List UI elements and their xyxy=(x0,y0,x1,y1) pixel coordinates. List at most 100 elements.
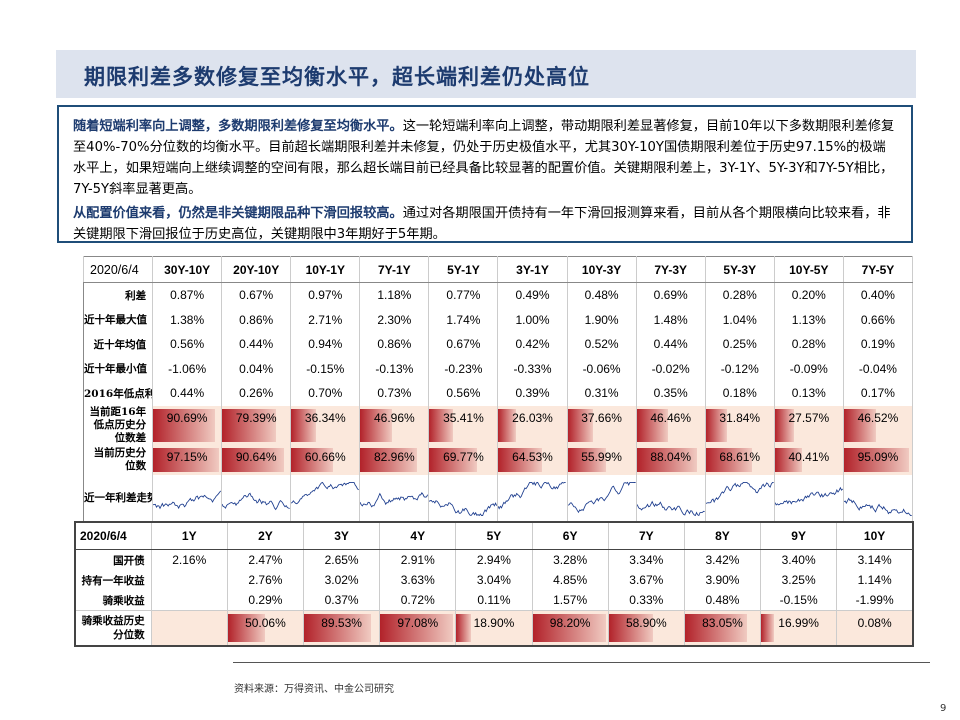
percentile-bar: 79.39% xyxy=(222,406,290,445)
percentile-bar: 37.66% xyxy=(568,406,635,445)
table-cell: 2.71% xyxy=(290,307,361,332)
table-cell: 2.76% xyxy=(226,570,304,590)
percentile-bar: 90.64% xyxy=(222,445,290,475)
percentile-cell: 46.52% xyxy=(842,405,914,445)
source-note: 资料来源：万得资讯、中金公司研究 xyxy=(234,684,394,695)
percentile-bar-fill xyxy=(685,614,748,642)
table-row: 利差 0.87% 0.67% 0.97% 1.18% 0.77% 0.49% 0.48% 0.6… xyxy=(83,282,914,308)
percentile-bar-fill xyxy=(153,447,220,472)
table-cell: 2.47% xyxy=(226,549,304,570)
table-cell: -0.06% xyxy=(566,356,637,381)
percentile-row: 当前距16年低点历史分位数差 90.69% 79.39% 36.34% 46.96% 35… xyxy=(83,405,914,445)
column-header: 7Y-1Y xyxy=(359,256,430,283)
percentile-value: 58.90% xyxy=(625,616,667,630)
page-number: 9 xyxy=(940,703,947,714)
percentile-cell: 88.04% xyxy=(635,444,706,475)
percentile-bar-fill xyxy=(429,447,477,472)
yield-table: 2020/6/4 1Y 2Y 3Y 4Y 5Y 6Y 7Y 8Y 9Y 10Y 国开债 2.16% 2.4… xyxy=(74,521,914,647)
percentile-value: 79.39% xyxy=(235,410,277,425)
percentile-value: 46.46% xyxy=(650,410,692,425)
table-cell: 0.94% xyxy=(290,332,361,357)
sparkline-chart xyxy=(360,491,428,507)
summary-p2-text: 通过对各期限国开债持有一年下滑回报测算来看，目前从各个期限横向比较来看，非关键期… xyxy=(73,206,891,242)
spread-table: 2020/6/4 30Y-10Y 20Y-10Y 10Y-1Y 7Y-1Y 5Y-1Y 3Y… xyxy=(82,256,914,522)
sparkline-chart xyxy=(844,497,912,516)
percentile-bar-fill xyxy=(360,408,393,442)
table-cell: 1.48% xyxy=(635,307,706,332)
percentile-bar: 95.09% xyxy=(844,445,911,475)
sparkline-line xyxy=(222,492,290,510)
sparkline-chart xyxy=(637,500,705,516)
percentile-cell: 60.66% xyxy=(290,444,361,475)
column-header: 5Y xyxy=(455,522,533,550)
percentile-cell: 46.46% xyxy=(635,405,706,445)
percentile-cell: 58.90% xyxy=(607,610,685,646)
table-cell: -0.02% xyxy=(635,356,706,381)
percentile-value: 46.96% xyxy=(374,410,415,425)
table-cell: -0.04% xyxy=(842,356,914,381)
percentile-value: 35.41% xyxy=(443,410,484,425)
table-cell: 1.18% xyxy=(359,282,430,308)
table-row: 近十年最小值 -1.06% 0.04% -0.15% -0.13% -0.23% -0.33… xyxy=(83,356,914,381)
percentile-value: 18.90% xyxy=(473,616,515,630)
percentile-row: 当前历史分位数 97.15% 90.64% 60.66% 82.96% 69.77% 64.… xyxy=(83,444,914,475)
table-cell: 1.74% xyxy=(428,307,499,332)
table-cell: 0.29% xyxy=(226,590,304,611)
sparkline-cell xyxy=(704,474,775,521)
table-cell: -0.13% xyxy=(359,356,430,381)
row-label: 近十年最大值 xyxy=(83,307,154,332)
percentile-bar: 97.08% xyxy=(380,611,456,645)
percentile-value: 31.84% xyxy=(719,410,761,425)
sparkline-line xyxy=(775,486,843,506)
table-cell: 3.63% xyxy=(379,570,456,590)
sparkline-cell xyxy=(221,474,292,521)
row-label: 国开债 xyxy=(113,554,145,567)
sparkline-chart xyxy=(568,481,636,513)
table-cell: 0.42% xyxy=(497,332,568,357)
sparkline-line xyxy=(291,481,359,504)
sparkline-chart xyxy=(222,492,290,510)
percentile-bar: 27.57% xyxy=(775,406,842,445)
percentile-bar: 18.90% xyxy=(456,611,532,645)
percentile-cell: 97.08% xyxy=(379,610,456,646)
spread-header-row: 2020/6/4 30Y-10Y 20Y-10Y 10Y-1Y 7Y-1Y 5Y-1Y 3Y… xyxy=(82,256,914,283)
table-cell: 0.44% xyxy=(221,332,292,357)
percentile-bar-fill xyxy=(775,447,803,472)
percentile-value: 69.77% xyxy=(443,449,484,464)
table-cell: 0.19% xyxy=(842,332,914,357)
table-cell: 3.90% xyxy=(683,570,761,590)
table-cell: 3.14% xyxy=(836,549,913,570)
table-cell: -1.06% xyxy=(152,356,223,381)
percentile-value: 83.05% xyxy=(702,616,743,630)
summary-p2-bold: 从配置价值来看，仍然是非关键期限品种下滑回报较高。 xyxy=(73,206,403,221)
percentile-cell: 31.84% xyxy=(704,405,775,445)
table-cell: 2.94% xyxy=(455,549,533,570)
table-row: 骑乘收益 0.29% 0.37% 0.72% 0.11% 1.57% 0.33% 0.48% -… xyxy=(75,590,913,611)
percentile-row: 骑乘收益历史分位数 50.06% 89.53% 97.08% 18.90% 98.20% 5… xyxy=(75,610,913,646)
column-header: 4Y xyxy=(379,522,456,550)
table-cell: 0.40% xyxy=(842,282,914,308)
percentile-bar-fill xyxy=(568,408,594,442)
table-cell: 1.13% xyxy=(773,307,844,332)
percentile-bar-fill xyxy=(291,408,316,442)
table-cell: -0.09% xyxy=(773,356,844,381)
column-header: 30Y-10Y xyxy=(152,256,223,283)
column-header: 7Y-5Y xyxy=(842,256,914,283)
percentile-cell: 82.96% xyxy=(359,444,430,475)
sparkline-chart xyxy=(153,490,221,509)
percentile-bar-fill xyxy=(498,447,543,472)
table-cell: 1.38% xyxy=(152,307,223,332)
column-header: 10Y xyxy=(836,522,913,550)
table-cell: 0.69% xyxy=(635,282,706,308)
row-label: 当前距16年低点历史分位数差 xyxy=(83,405,154,445)
percentile-cell: 40.41% xyxy=(773,444,844,475)
percentile-bar-fill xyxy=(153,408,215,442)
percentile-cell: 68.61% xyxy=(704,444,775,475)
column-header: 2Y xyxy=(226,522,304,550)
table-cell: -1.99% xyxy=(836,590,913,611)
percentile-bar-fill xyxy=(222,408,277,442)
percentile-value: 37.66% xyxy=(581,410,622,425)
column-header: 6Y xyxy=(531,522,609,550)
table-cell: 0.67% xyxy=(221,282,292,308)
percentile-bar: 64.53% xyxy=(498,445,566,475)
